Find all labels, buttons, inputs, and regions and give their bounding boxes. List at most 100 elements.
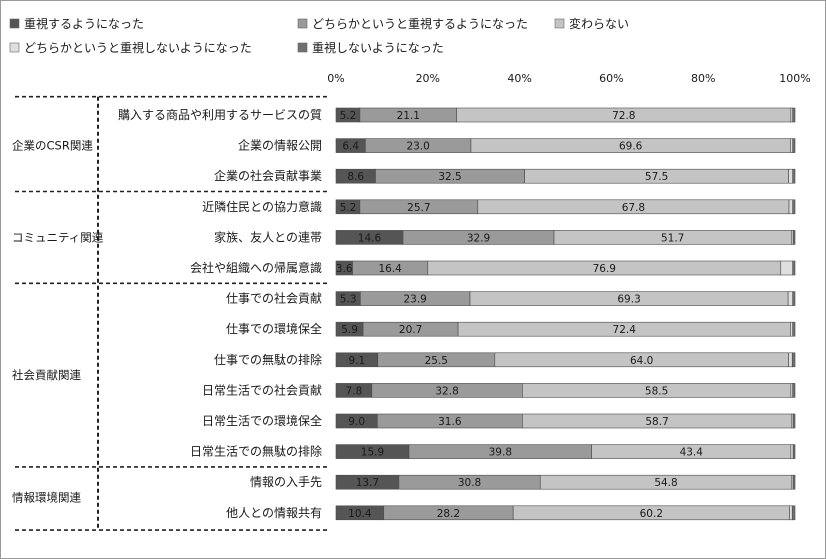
group-label: 社会貢献関連 [12, 368, 81, 382]
legend-label: 重視するようになった [24, 16, 144, 31]
bar-segment [792, 138, 796, 153]
data-label: 23.0 [406, 141, 429, 153]
data-label: 21.1 [397, 110, 420, 122]
data-label: 23.9 [403, 294, 426, 306]
data-label: 7.8 [346, 385, 363, 397]
data-label: 25.5 [425, 355, 448, 367]
legend-swatch [297, 42, 308, 53]
group-label: 企業のCSR関連 [12, 139, 93, 153]
group-label: コミュニティ関連 [12, 230, 104, 244]
category-label: 他人との情報共有 [226, 506, 322, 520]
data-label: 15.9 [361, 447, 384, 459]
x-tick-label: 80% [691, 72, 715, 85]
data-label: 8.6 [347, 171, 364, 183]
data-label: 31.6 [438, 416, 462, 428]
category-label: 仕事での無駄の排除 [214, 352, 322, 367]
category-label: 日常生活での環境保全 [202, 413, 322, 428]
data-label: 69.6 [619, 141, 643, 153]
data-label: 64.0 [630, 355, 653, 367]
bar-segment [792, 168, 796, 184]
x-tick-label: 0% [327, 72, 344, 85]
bar-segment [790, 321, 794, 337]
bar-segment [790, 444, 794, 459]
category-label: 購入する商品や利用するサービスの質 [118, 107, 322, 122]
x-tick-label: 40% [507, 72, 531, 85]
bar-segment [790, 138, 794, 153]
bar-segment [792, 413, 796, 429]
bar-segment [791, 505, 796, 521]
data-label: 30.8 [458, 477, 481, 489]
data-label: 14.6 [358, 232, 382, 244]
data-label: 72.4 [613, 324, 637, 336]
category-label: 家族、友人との連帯 [214, 229, 322, 244]
legend: 重視するようになった どちらかというと重視するようになった 変わらないどちらかという… [9, 16, 629, 55]
category-label: 企業の情報公開 [238, 138, 322, 153]
category-label: 仕事での環境保全 [226, 321, 322, 336]
data-label: 28.2 [437, 508, 460, 520]
data-label: 72.8 [612, 110, 635, 122]
data-label: 67.8 [622, 202, 645, 214]
data-label: 39.8 [489, 447, 512, 459]
bar-segment [792, 107, 796, 123]
data-label: 9.1 [349, 355, 366, 367]
data-label: 5.3 [340, 294, 357, 306]
legend-swatch [554, 18, 565, 29]
data-label: 58.5 [645, 385, 668, 397]
bar-segment [788, 168, 794, 184]
category-label: 仕事での社会貢献 [226, 291, 322, 306]
data-label: 69.3 [617, 294, 640, 306]
category-label: 会社や組織への帰属意識 [190, 260, 322, 275]
x-tick-label: 100% [779, 72, 810, 85]
plot-area: 5.2 21.1 72.8 6.4 23.0 69.6 8.6 32.5 57.5 5.2 25.7… [335, 107, 796, 521]
category-label: 日常生活での無駄の排除 [190, 444, 322, 459]
bar-segment [792, 383, 796, 398]
data-label: 58.7 [645, 416, 668, 428]
data-label: 54.8 [654, 477, 677, 489]
data-label: 32.9 [467, 232, 490, 244]
x-axis-ticks: 0% 20% 40% 60% 80% 100% [327, 72, 810, 85]
bar-segment [780, 260, 794, 276]
x-tick-label: 60% [599, 72, 623, 85]
bar-segment [788, 352, 793, 368]
category-label: 日常生活での社会貢献 [202, 382, 322, 397]
data-label: 25.7 [407, 202, 430, 214]
data-label: 20.7 [399, 324, 422, 336]
bar-segment [789, 505, 793, 521]
legend-label: 変わらない [569, 16, 629, 31]
group-label: 情報環境関連 [12, 491, 81, 505]
data-label: 5.2 [340, 202, 357, 214]
data-label: 16.4 [378, 263, 402, 275]
category-label: 情報の入手先 [250, 475, 322, 489]
bar-segment [792, 260, 796, 276]
bar-segment [792, 230, 796, 245]
bar-segment [792, 444, 796, 459]
data-label: 43.4 [680, 447, 704, 459]
bar-segment [788, 199, 794, 215]
data-label: 57.5 [645, 171, 668, 183]
bar-segment [792, 199, 796, 215]
data-label: 6.4 [342, 141, 359, 153]
data-label: 10.4 [348, 508, 372, 520]
data-label: 51.7 [661, 232, 684, 244]
category-label: 近隣住民との協力意識 [202, 199, 322, 214]
data-label: 5.9 [341, 324, 358, 336]
bar-segment [792, 321, 796, 337]
bar-segment [791, 352, 796, 368]
bar-segment [787, 291, 794, 306]
data-label: 9.0 [348, 416, 365, 428]
data-label: 5.2 [340, 110, 357, 122]
legend-label: 重視しないようになった [312, 40, 444, 55]
data-label: 13.7 [356, 477, 379, 489]
legend-swatch [297, 18, 308, 29]
data-label: 32.5 [438, 171, 461, 183]
data-label: 60.2 [640, 508, 663, 520]
category-label: 企業の社会貢献事業 [214, 168, 322, 183]
legend-swatch [9, 42, 20, 53]
legend-label: どちらかというと重視しないようになった [24, 40, 252, 55]
data-label: 3.6 [336, 263, 353, 275]
data-label: 76.9 [593, 263, 616, 275]
legend-swatch [9, 18, 20, 29]
